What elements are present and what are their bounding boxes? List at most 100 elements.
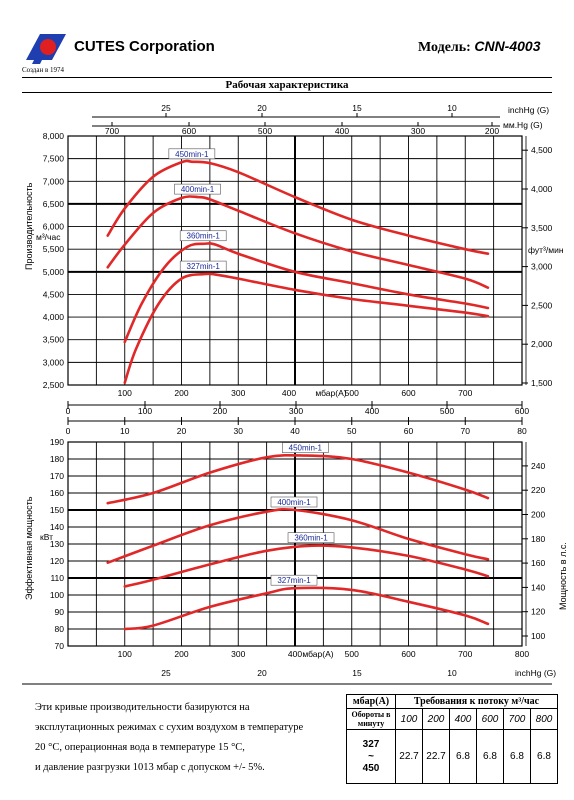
y-tick-label: 140	[50, 522, 64, 532]
y-tick-label: 5,500	[43, 244, 65, 254]
y-tick-label: 2,500	[43, 380, 65, 390]
mbar-tick-label: 0	[66, 406, 71, 416]
y-tick-label: 6,500	[43, 199, 65, 209]
rpm-max: 450	[362, 762, 380, 774]
company-logo-icon	[22, 30, 70, 66]
table-value: 22.7	[422, 729, 450, 784]
inchhg-tick-label: 15	[352, 103, 362, 113]
note-line: эксплутационных режимах с сухим воздухом…	[35, 722, 304, 733]
curve-label-box	[174, 183, 221, 195]
table-group-header: Требования к потоку м³/час	[395, 694, 558, 709]
table-pressure: 100	[395, 708, 423, 730]
inchhg2-tick-label: 50	[347, 426, 357, 436]
y2-tick-label: 2,500	[531, 300, 553, 310]
curve-label: 360min-1	[187, 232, 221, 241]
table-value: 6.8	[449, 729, 477, 784]
table-rpm-range: 327 ~ 450	[346, 729, 396, 784]
curve-400min-1	[106, 195, 490, 289]
y2-tick-label: 120	[531, 607, 545, 617]
y-tick-label: 120	[50, 556, 64, 566]
curve-450min-1	[106, 159, 490, 256]
y-tick-label: 80	[55, 624, 65, 634]
inchhg2-tick-label: 80	[517, 426, 527, 436]
inchhg-tick-label: 20	[257, 103, 267, 113]
inchhg-bottom-tick-label: 20	[257, 668, 267, 678]
y2-tick-label: 3,500	[531, 223, 553, 233]
curve-label: 400min-1	[277, 498, 311, 507]
mbar-tick-label: 400	[365, 406, 379, 416]
y-axis-label: Эффективная мощность	[24, 496, 34, 600]
y2-unit-label: фут³/мин	[528, 245, 564, 255]
y-tick-label: 7,000	[43, 176, 65, 186]
curve-327min-1	[123, 586, 490, 631]
x-tick-label: 100	[118, 649, 132, 659]
title-bar	[22, 77, 552, 93]
x-tick-label: 300	[231, 388, 245, 398]
table-value: 6.8	[476, 729, 504, 784]
curve-label: 450min-1	[175, 150, 209, 159]
y-tick-label: 6,000	[43, 222, 65, 232]
x-tick-label: 600	[401, 649, 415, 659]
rpm-min: 327	[362, 738, 380, 750]
mbar-tick-label: 200	[213, 406, 227, 416]
inchhg2-tick-label: 70	[461, 426, 471, 436]
y2-tick-label: 4,000	[531, 184, 553, 194]
curve-400min-1	[106, 507, 490, 564]
inchhg-tick-label: 25	[161, 103, 171, 113]
x-tick-label: 400	[288, 649, 302, 659]
mbar-tick-label: 600	[515, 406, 529, 416]
y2-tick-label: 240	[531, 461, 545, 471]
y-tick-label: 3,500	[43, 335, 65, 345]
inchhg2-tick-label: 0	[66, 426, 71, 436]
y-tick-label: 130	[50, 539, 64, 549]
mbar-tick-label: 300	[289, 406, 303, 416]
model-header: Модель: CNN-4003	[418, 38, 540, 56]
curve-label-box	[270, 496, 318, 508]
y2-axis-label: Мощность в л.с.	[558, 542, 568, 610]
inchhg-bottom-tick-label: 25	[161, 668, 171, 678]
performance-chart: 25 20 15 10 inchHg (G)700 600 500 400 300 200мм.H…	[22, 103, 568, 685]
table-pressure: 400	[449, 708, 477, 730]
y-tick-label: 4,500	[43, 289, 65, 299]
curve-label: 327min-1	[187, 262, 221, 271]
table-pressure: 800	[530, 708, 558, 730]
table-col0-header: мбар(А)	[346, 694, 396, 709]
inchhg2-tick-label: 10	[120, 426, 130, 436]
curve-label-box	[282, 442, 329, 453]
y2-tick-label: 160	[531, 558, 545, 568]
x-tick-label: 400	[282, 388, 296, 398]
table-row-header: Обороты в минуту	[346, 708, 396, 730]
mbar-tick-label: 100	[138, 406, 152, 416]
flow-requirements-table: мбар(А) Требования к потоку м³/час Оборо…	[346, 694, 558, 784]
x-tick-label: 500	[345, 649, 359, 659]
curve-label-box	[287, 532, 335, 544]
x-tick-label: 300	[231, 649, 245, 659]
y-unit-label: м³/час	[36, 232, 61, 242]
y-tick-label: 3,000	[43, 357, 65, 367]
y2-tick-label: 2,000	[531, 339, 553, 349]
y2-tick-label: 3,000	[531, 262, 553, 272]
y-tick-label: 190	[50, 437, 64, 447]
inchhg2-tick-label: 20	[177, 426, 187, 436]
curve-327min-1	[123, 272, 490, 385]
y-tick-label: 90	[55, 607, 65, 617]
y-tick-label: 170	[50, 471, 64, 481]
x-tick-label: 500	[345, 388, 359, 398]
mmhg-tick-label: 300	[411, 126, 425, 136]
inchhg2-tick-label: 40	[290, 426, 300, 436]
y-tick-label: 110	[50, 573, 64, 583]
curve-label: 450min-1	[289, 444, 323, 453]
y2-tick-label: 200	[531, 510, 545, 520]
table-value: 6.8	[530, 729, 558, 784]
mmhg-tick-label: 400	[335, 126, 349, 136]
y2-tick-label: 4,500	[531, 145, 553, 155]
y2-tick-label: 220	[531, 485, 545, 495]
x-tick-label: 200	[174, 388, 188, 398]
x-tick-label: 600	[401, 388, 415, 398]
inchhg-axis-label: inchHg (G)	[508, 105, 549, 115]
note-line: Эти кривые производительности базируются…	[35, 702, 250, 713]
x-tick-label: 800	[515, 649, 529, 659]
x-tick-label: 200	[174, 649, 188, 659]
table-value: 22.7	[395, 729, 423, 784]
y-axis-label: Производительность	[24, 182, 34, 270]
